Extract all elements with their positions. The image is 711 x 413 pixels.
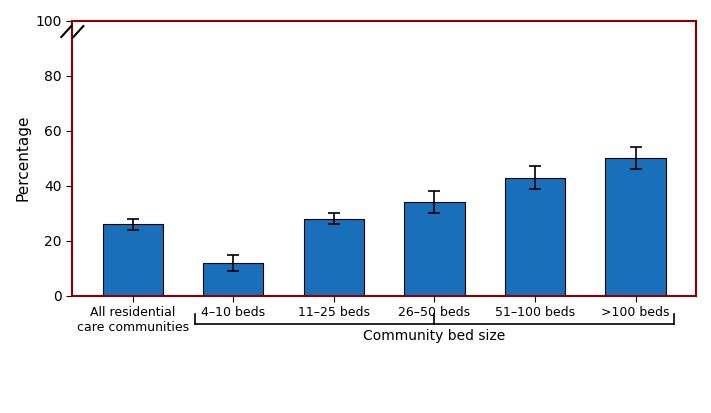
Bar: [405, 202, 465, 296]
Bar: [304, 219, 364, 296]
Text: Community bed size: Community bed size: [363, 329, 506, 343]
Bar: [203, 263, 264, 296]
Bar: [606, 158, 665, 296]
Y-axis label: Percentage: Percentage: [15, 115, 30, 202]
Bar: [102, 224, 163, 296]
Bar: [505, 178, 565, 296]
